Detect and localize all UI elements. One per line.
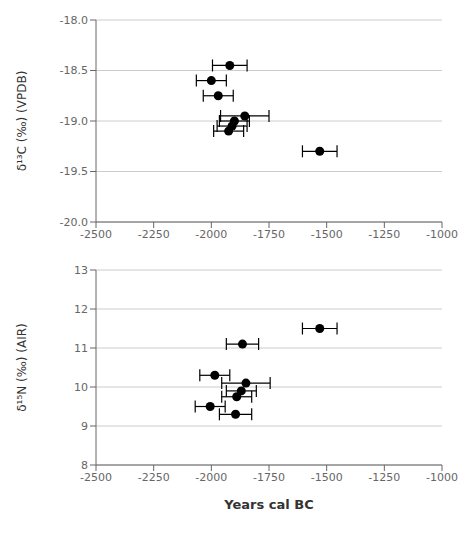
svg-text:9: 9 <box>81 420 88 433</box>
svg-text:-1500: -1500 <box>311 228 343 241</box>
svg-text:-19.0: -19.0 <box>60 115 88 128</box>
svg-text:-1250: -1250 <box>368 228 400 241</box>
svg-text:-2000: -2000 <box>195 228 227 241</box>
svg-text:11: 11 <box>74 342 88 355</box>
svg-text:-1250: -1250 <box>368 471 400 484</box>
svg-text:-1500: -1500 <box>311 471 343 484</box>
svg-text:-1000: -1000 <box>426 471 458 484</box>
svg-text:-2500: -2500 <box>80 228 112 241</box>
svg-text:-20.0: -20.0 <box>60 216 88 229</box>
svg-text:-1750: -1750 <box>253 471 285 484</box>
svg-text:10: 10 <box>74 381 88 394</box>
svg-text:δ¹³C (‰) (VPDB): δ¹³C (‰) (VPDB) <box>15 71 29 172</box>
svg-text:-18.5: -18.5 <box>60 64 88 77</box>
svg-text:13: 13 <box>74 264 88 277</box>
svg-text:12: 12 <box>74 303 88 316</box>
svg-text:-2250: -2250 <box>138 228 170 241</box>
svg-text:-1750: -1750 <box>253 228 285 241</box>
svg-text:-1000: -1000 <box>426 228 458 241</box>
svg-text:-2000: -2000 <box>195 471 227 484</box>
svg-text:δ¹⁵N (‰) (AIR): δ¹⁵N (‰) (AIR) <box>15 323 29 411</box>
svg-text:-2500: -2500 <box>80 471 112 484</box>
svg-text:8: 8 <box>81 459 88 472</box>
svg-text:Years cal BC: Years cal BC <box>223 497 313 512</box>
svg-text:-2250: -2250 <box>138 471 170 484</box>
svg-text:-19.5: -19.5 <box>60 165 88 178</box>
svg-text:-18.0: -18.0 <box>60 14 88 27</box>
